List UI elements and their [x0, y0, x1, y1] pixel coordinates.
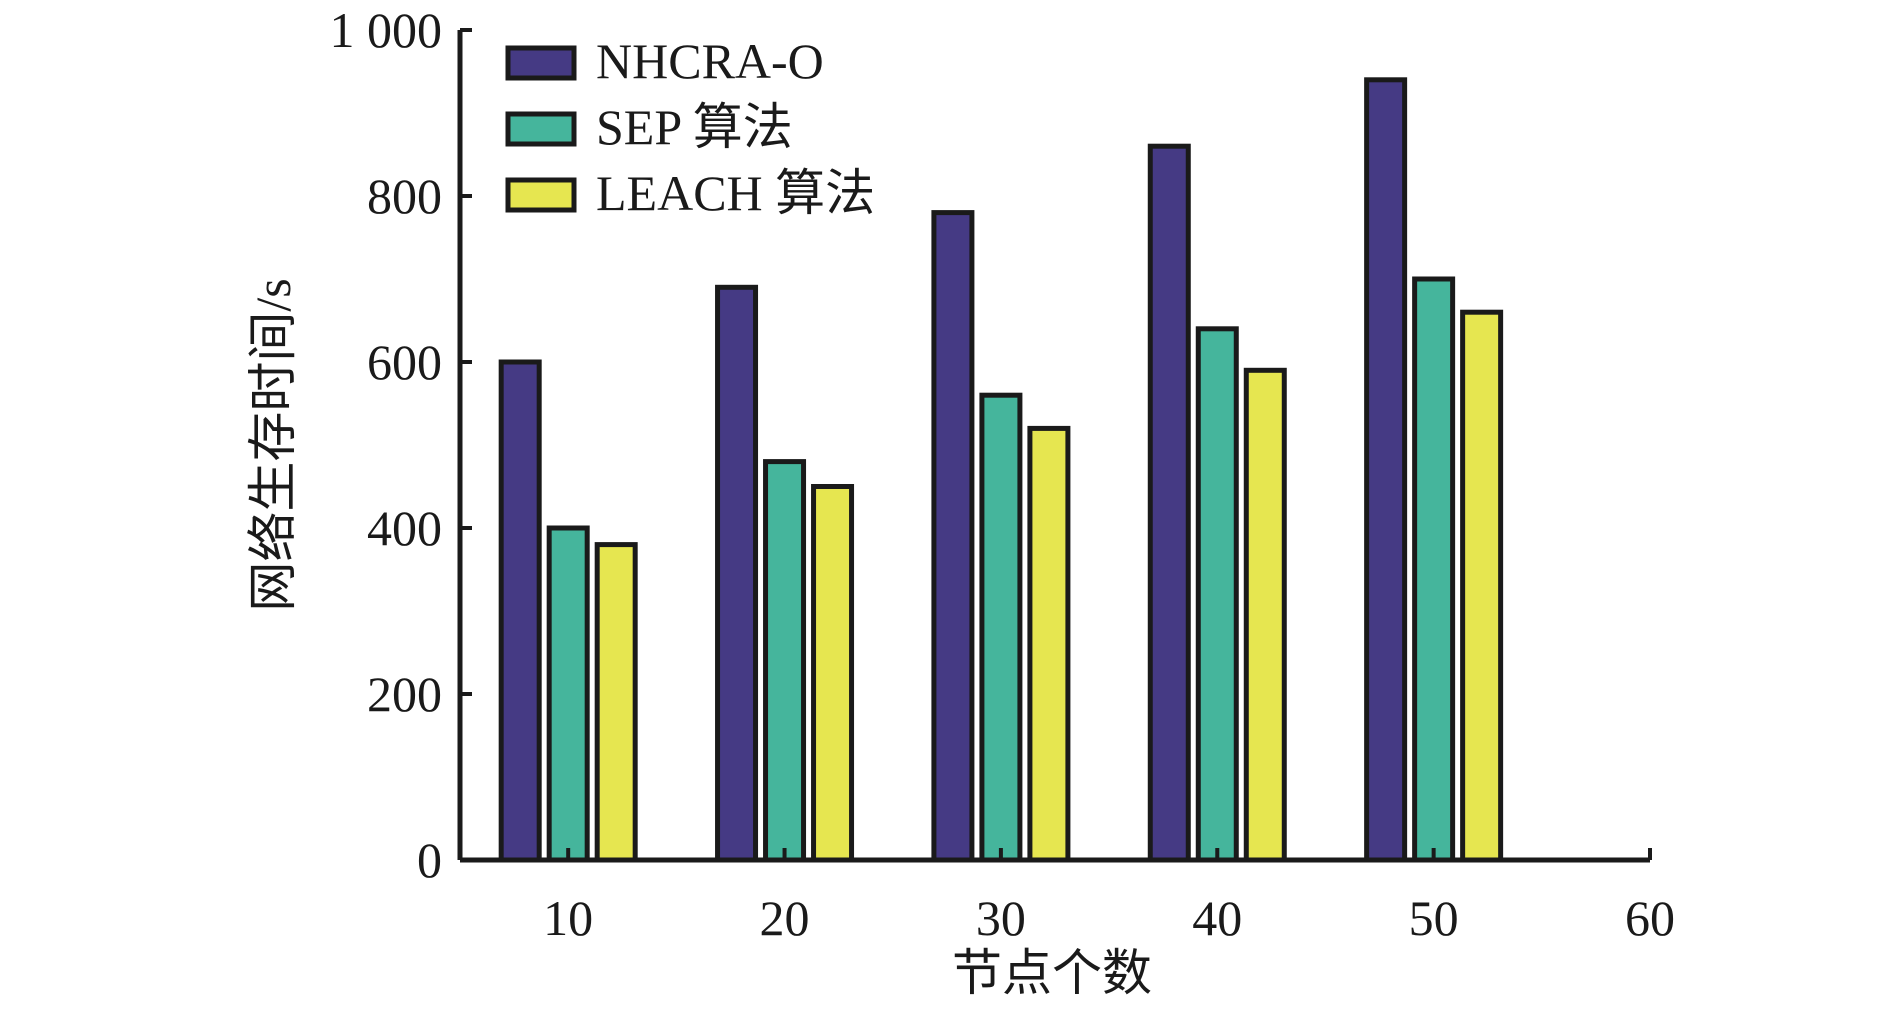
bar-1-20 [715, 284, 759, 863]
legend-label: SEP 算法 [596, 99, 793, 155]
x-tick-label: 50 [1409, 890, 1459, 946]
bar-1-10 [498, 359, 542, 863]
y-tick-label: 0 [417, 832, 442, 888]
x-axis-title: 节点个数 [952, 945, 1152, 1001]
y-axis-title: 网络生存时间/s [245, 278, 301, 611]
bar-2-30 [979, 392, 1023, 863]
bar-2-40 [1195, 326, 1239, 863]
legend-swatch [505, 111, 577, 147]
bar-3-20 [811, 484, 855, 863]
bar-1-40 [1147, 143, 1191, 863]
y-ticks: 0 200 400 600 800 1 000 [330, 2, 472, 888]
x-tick-label: 10 [543, 890, 593, 946]
bar-3-30 [1027, 425, 1071, 863]
x-tick-label: 30 [976, 890, 1026, 946]
legend-label: NHCRA-O [596, 33, 824, 89]
x-ticks: 10 20 30 40 50 60 [543, 848, 1675, 946]
bar-1-30 [931, 210, 975, 863]
bars-layer [498, 77, 1504, 863]
axes-layer [457, 30, 1650, 863]
x-tick-label: 20 [760, 890, 810, 946]
bar-2-10 [546, 525, 590, 863]
bar-3-40 [1243, 367, 1287, 863]
y-tick-label: 200 [367, 666, 442, 722]
legend-swatch [505, 177, 577, 213]
legend-label: LEACH 算法 [596, 165, 875, 221]
bar-2-50 [1412, 276, 1456, 863]
y-tick-label: 400 [367, 500, 442, 556]
bar-2-20 [763, 459, 807, 863]
y-tick-label: 800 [367, 168, 442, 224]
x-tick-label: 60 [1625, 890, 1675, 946]
y-tick-label: 1 000 [330, 2, 443, 58]
bar-3-50 [1460, 309, 1504, 863]
bar-1-50 [1364, 77, 1408, 863]
bar-3-10 [594, 542, 638, 863]
x-tick-label: 40 [1192, 890, 1242, 946]
y-tick-label: 600 [367, 334, 442, 390]
legend-swatch [505, 45, 577, 81]
legend: NHCRA-O SEP 算法 LEACH 算法 [505, 33, 875, 221]
